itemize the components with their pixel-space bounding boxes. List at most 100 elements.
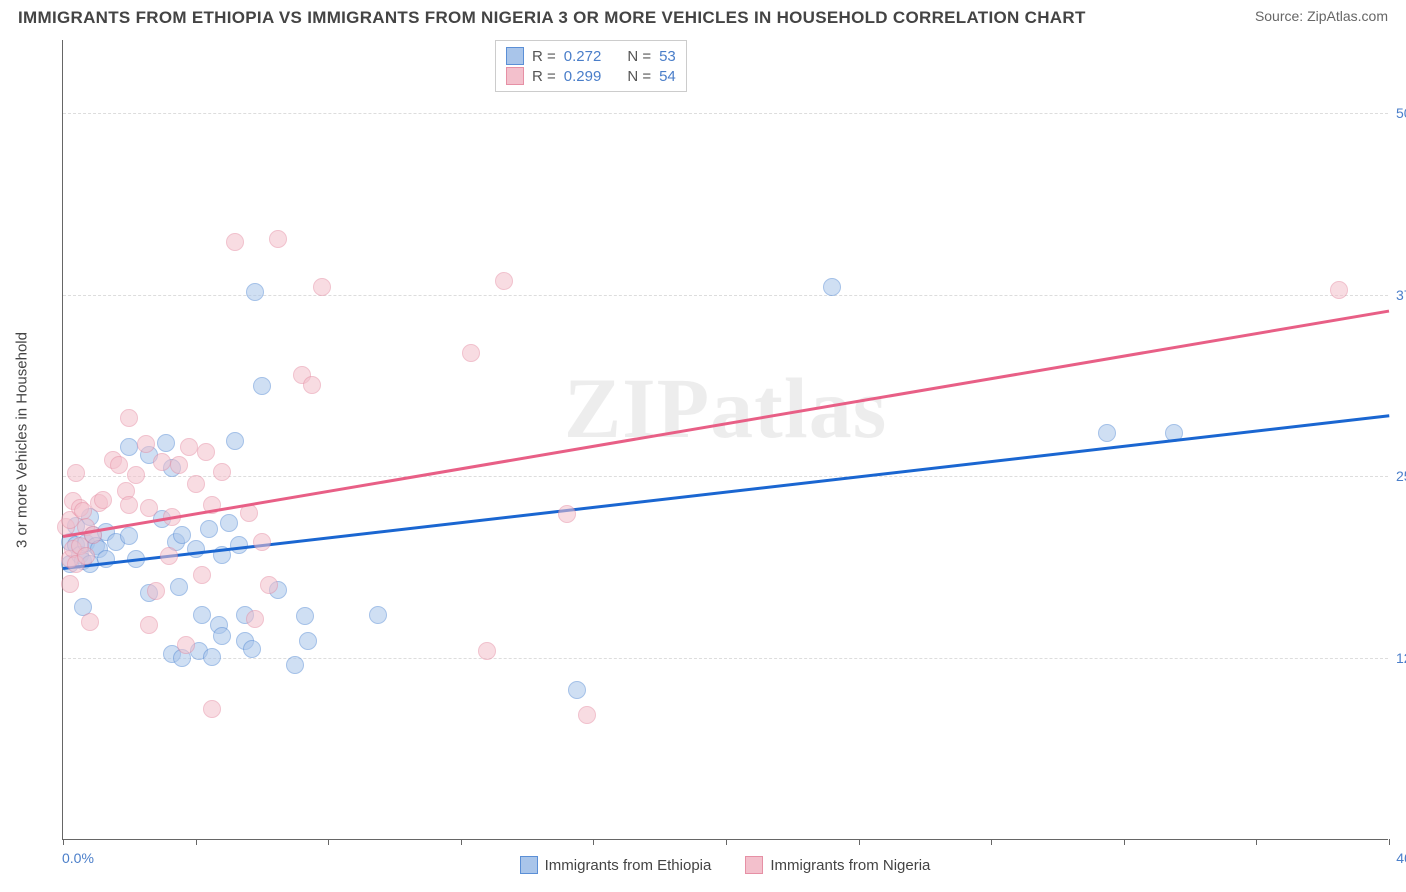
data-point [200, 520, 218, 538]
legend-label: Immigrants from Nigeria [770, 857, 930, 874]
data-point [197, 443, 215, 461]
legend-swatch [506, 67, 524, 85]
data-point [303, 376, 321, 394]
x-tick [726, 839, 727, 845]
data-point [578, 706, 596, 724]
y-tick-label: 25.0% [1396, 468, 1406, 484]
data-point [147, 582, 165, 600]
x-tick [1124, 839, 1125, 845]
grid-line [63, 476, 1388, 477]
legend-label: Immigrants from Ethiopia [545, 857, 712, 874]
x-tick [1389, 839, 1390, 845]
x-tick [196, 839, 197, 845]
x-tick [859, 839, 860, 845]
stat-r-value: 0.272 [564, 48, 602, 65]
data-point [193, 566, 211, 584]
data-point [1330, 281, 1348, 299]
data-point [213, 463, 231, 481]
data-point [246, 283, 264, 301]
data-point [495, 272, 513, 290]
data-point [160, 547, 178, 565]
data-point [120, 527, 138, 545]
stat-r-label: R = [532, 68, 556, 85]
data-point [286, 656, 304, 674]
legend-swatch [745, 856, 763, 874]
data-point [299, 632, 317, 650]
stats-row: R = 0.272 N = 53 [506, 46, 676, 66]
grid-line [63, 113, 1388, 114]
data-point [1098, 424, 1116, 442]
y-axis-label: 3 or more Vehicles in Household [14, 332, 31, 548]
data-point [81, 613, 99, 631]
data-point [230, 536, 248, 554]
data-point [226, 432, 244, 450]
legend-swatch [506, 47, 524, 65]
bottom-legend: Immigrants from Ethiopia Immigrants from … [62, 856, 1388, 874]
x-tick [63, 839, 64, 845]
data-point [140, 616, 158, 634]
y-tick-label: 37.5% [1396, 287, 1406, 303]
data-point [243, 640, 261, 658]
data-point [177, 636, 195, 654]
data-point [97, 550, 115, 568]
y-tick-label: 12.5% [1396, 650, 1406, 666]
data-point [568, 681, 586, 699]
trend-line [63, 309, 1389, 537]
source-label: Source: ZipAtlas.com [1255, 8, 1388, 24]
data-point [61, 575, 79, 593]
data-point [153, 453, 171, 471]
data-point [120, 438, 138, 456]
data-point [313, 278, 331, 296]
data-point [462, 344, 480, 362]
data-point [187, 475, 205, 493]
data-point [140, 499, 158, 517]
legend-item: Immigrants from Nigeria [745, 856, 930, 874]
stat-n-label: N = [627, 68, 651, 85]
x-tick [593, 839, 594, 845]
data-point [127, 466, 145, 484]
data-point [157, 434, 175, 452]
data-point [120, 409, 138, 427]
stats-row: R = 0.299 N = 54 [506, 66, 676, 86]
data-point [246, 610, 264, 628]
stat-r-value: 0.299 [564, 68, 602, 85]
data-point [77, 547, 95, 565]
data-point [170, 456, 188, 474]
x-tick [991, 839, 992, 845]
data-point [94, 491, 112, 509]
stat-n-value: 54 [659, 68, 676, 85]
stats-legend: R = 0.272 N = 53 R = 0.299 N = 54 [495, 40, 687, 92]
data-point [180, 438, 198, 456]
stat-n-label: N = [627, 48, 651, 65]
data-point [369, 606, 387, 624]
x-tick [461, 839, 462, 845]
data-point [220, 514, 238, 532]
chart-title: IMMIGRANTS FROM ETHIOPIA VS IMMIGRANTS F… [18, 8, 1086, 28]
data-point [253, 377, 271, 395]
legend-item: Immigrants from Ethiopia [520, 856, 712, 874]
data-point [226, 233, 244, 251]
data-point [74, 502, 92, 520]
x-max-label: 40.0% [1396, 850, 1406, 866]
data-point [187, 540, 205, 558]
grid-line [63, 658, 1388, 659]
data-point [213, 627, 231, 645]
stat-n-value: 53 [659, 48, 676, 65]
data-point [253, 533, 271, 551]
data-point [203, 648, 221, 666]
x-tick [1256, 839, 1257, 845]
stat-r-label: R = [532, 48, 556, 65]
data-point [170, 578, 188, 596]
data-point [110, 456, 128, 474]
x-tick [328, 839, 329, 845]
data-point [203, 700, 221, 718]
chart-container: 3 or more Vehicles in Household ZIPatlas… [40, 40, 1388, 840]
data-point [296, 607, 314, 625]
data-point [137, 435, 155, 453]
data-point [67, 464, 85, 482]
data-point [558, 505, 576, 523]
legend-swatch [520, 856, 538, 874]
data-point [120, 496, 138, 514]
data-point [173, 526, 191, 544]
y-tick-label: 50.0% [1396, 105, 1406, 121]
